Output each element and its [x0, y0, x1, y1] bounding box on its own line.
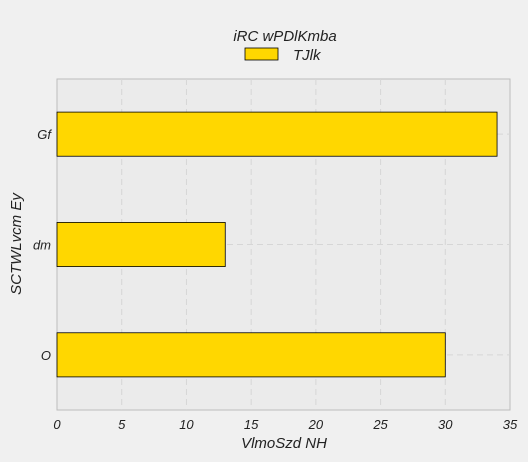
- y-tick-label: dm: [33, 238, 51, 253]
- x-tick-label: 5: [118, 417, 126, 432]
- x-tick-label: 25: [372, 417, 388, 432]
- y-tick-label: O: [41, 348, 51, 363]
- x-tick-label: 20: [308, 417, 324, 432]
- x-tick-labels: 0 5 10 15 20 25 30 35: [53, 417, 518, 432]
- bar: [56, 332, 446, 378]
- y-axis-label: SCTWLvcm Ey: [8, 192, 25, 295]
- legend-swatch: [244, 47, 279, 61]
- bars: [56, 111, 498, 378]
- x-tick-label: 35: [503, 417, 518, 432]
- legend-title: iRC wPDlKmba: [233, 28, 336, 45]
- bar: [56, 111, 498, 157]
- x-tick-label: 0: [53, 417, 61, 432]
- y-tick-labels: Odm Gf: [33, 127, 52, 363]
- legend-label: TJlk: [293, 47, 322, 64]
- x-tick-label: 30: [438, 417, 453, 432]
- x-tick-label: 10: [179, 417, 194, 432]
- bar: [56, 222, 226, 267]
- x-tick-label: 15: [244, 417, 259, 432]
- y-tick-label: Gf: [37, 127, 52, 142]
- x-axis-label: VlmoSzd NH: [241, 435, 327, 452]
